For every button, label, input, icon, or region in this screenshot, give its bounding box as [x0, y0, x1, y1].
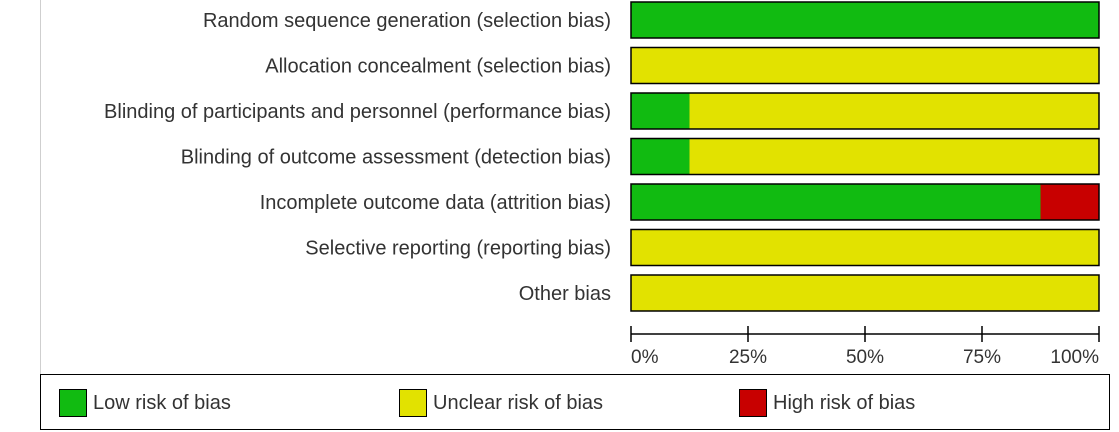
- x-tick-label: 0%: [631, 347, 659, 368]
- category-label: Allocation concealment (selection bias): [265, 56, 611, 78]
- bar-segment-high: [1040, 184, 1099, 220]
- legend-swatch-low: [59, 389, 87, 417]
- x-tick-label: 50%: [846, 347, 884, 368]
- bar-outline: [630, 274, 1100, 312]
- category-label: Blinding of outcome assessment (detectio…: [181, 147, 611, 169]
- bar-segment-unclear: [631, 275, 1099, 311]
- legend: Low risk of bias Unclear risk of bias Hi…: [40, 374, 1110, 430]
- legend-swatch-high: [739, 389, 767, 417]
- bar-outline: [630, 46, 1100, 85]
- bars: [630, 1, 1100, 312]
- bar-segment-unclear: [689, 93, 1099, 129]
- bar-chart-area: Random sequence generation (selection bi…: [104, 1, 1100, 368]
- bar-outline: [630, 1, 1100, 39]
- bar-segment-low: [631, 2, 1099, 38]
- category-label: Blinding of participants and personnel (…: [104, 101, 611, 123]
- bar-segment-low: [631, 138, 690, 175]
- bar-segment-low: [631, 184, 1041, 220]
- legend-item-unclear: Unclear risk of bias: [399, 388, 603, 418]
- category-label: Random sequence generation (selection bi…: [203, 10, 611, 32]
- category-label: Selective reporting (reporting bias): [305, 238, 611, 260]
- bar-segment-unclear: [631, 229, 1099, 266]
- x-axis: 0% 25% 50% 75% 100%: [630, 326, 1100, 368]
- bar-segment-unclear: [689, 138, 1099, 175]
- left-border: [40, 0, 41, 374]
- x-tick-label: 25%: [729, 347, 767, 368]
- bar-outline: [630, 92, 1100, 130]
- bar-outline: [630, 228, 1100, 267]
- category-label: Other bias: [519, 283, 611, 305]
- bar-outline: [630, 183, 1100, 221]
- bar-segment-unclear: [631, 47, 1099, 84]
- legend-swatch-unclear: [399, 389, 427, 417]
- legend-item-low: Low risk of bias: [59, 388, 231, 418]
- legend-label-low: Low risk of bias: [93, 391, 231, 414]
- legend-item-high: High risk of bias: [739, 388, 915, 418]
- x-tick-label: 75%: [963, 347, 1001, 368]
- legend-label-unclear: Unclear risk of bias: [433, 391, 604, 414]
- bar-segment-low: [631, 93, 690, 129]
- category-label: Incomplete outcome data (attrition bias): [260, 192, 611, 214]
- legend-label-high: High risk of bias: [773, 391, 916, 414]
- category-labels: Random sequence generation (selection bi…: [104, 10, 611, 305]
- bar-outline: [630, 137, 1100, 176]
- x-tick-label: 100%: [1050, 347, 1099, 368]
